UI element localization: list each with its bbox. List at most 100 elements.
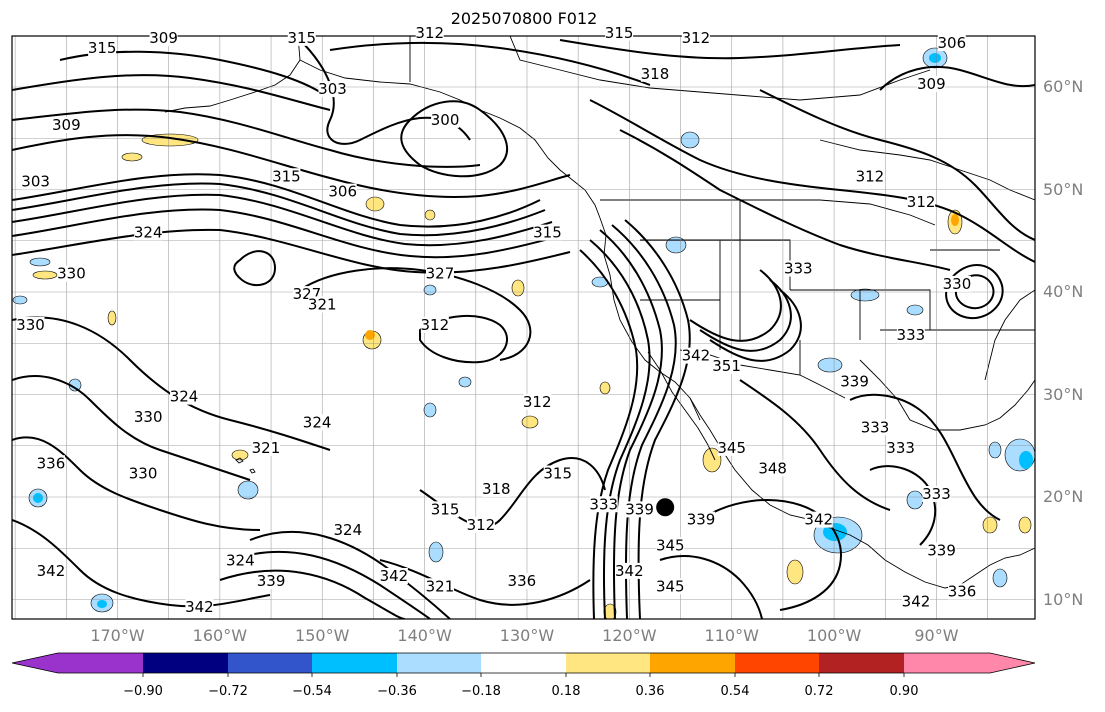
colorbar-segment bbox=[397, 653, 481, 673]
contour-label-background bbox=[687, 511, 716, 528]
latitude-label: 40°N bbox=[1043, 282, 1084, 301]
contour-label: 315 bbox=[533, 224, 562, 242]
contour-label: 327 bbox=[426, 265, 455, 283]
contour bbox=[759, 89, 1035, 241]
contour-label-background bbox=[543, 465, 572, 482]
contour bbox=[709, 289, 802, 362]
contour bbox=[219, 569, 406, 619]
shaded-patches bbox=[12, 47, 1035, 619]
colorbar-extend-low bbox=[12, 653, 58, 673]
coastline-alaska bbox=[164, 36, 601, 219]
contour-label-background bbox=[425, 265, 454, 282]
contour-label: 351 bbox=[712, 357, 741, 375]
contour-label: 318 bbox=[482, 480, 511, 498]
map-frame bbox=[11, 35, 1036, 620]
patch bbox=[121, 152, 143, 162]
contour-label-background bbox=[16, 316, 45, 333]
contour-label: 309 bbox=[917, 75, 946, 93]
contour-label: 306 bbox=[328, 183, 357, 201]
map-background bbox=[12, 36, 1035, 619]
contour-label: 315 bbox=[605, 24, 634, 42]
contour-label: 312 bbox=[467, 516, 496, 534]
contour bbox=[12, 193, 553, 247]
contour-label-background bbox=[861, 419, 890, 436]
contour-label: 324 bbox=[303, 413, 332, 431]
colorbar-tick-label: 0.18 bbox=[551, 684, 581, 699]
contour-label: 345 bbox=[656, 536, 685, 554]
contour-label: 336 bbox=[508, 572, 537, 590]
longitude-label: 160°W bbox=[192, 626, 248, 645]
patch bbox=[521, 415, 539, 429]
contour-label: 342 bbox=[902, 593, 931, 611]
contour-label: 312 bbox=[415, 24, 444, 42]
contour-label-background bbox=[533, 224, 562, 241]
contour-label: 324 bbox=[134, 224, 163, 242]
contour-label: 342 bbox=[682, 347, 711, 365]
contour-label-background bbox=[431, 111, 460, 128]
patch bbox=[992, 568, 1008, 588]
contour-label-background bbox=[466, 516, 495, 533]
contour-label: 330 bbox=[134, 408, 163, 426]
contour-label: 333 bbox=[784, 260, 813, 278]
longitude-label: 100°W bbox=[806, 626, 862, 645]
coastlines bbox=[164, 36, 1035, 589]
contour-label-background bbox=[129, 465, 158, 482]
contour-label: 321 bbox=[252, 439, 281, 457]
colorbar-tick-label: 0.36 bbox=[635, 684, 665, 699]
contour bbox=[619, 129, 951, 271]
contour-label-background bbox=[425, 578, 454, 595]
latitude-label: 30°N bbox=[1043, 384, 1084, 404]
contour bbox=[659, 555, 763, 619]
contour-label: 324 bbox=[226, 552, 255, 570]
contour-label: 342 bbox=[380, 567, 409, 585]
contour-label-background bbox=[840, 373, 869, 390]
patch bbox=[786, 559, 804, 585]
colorbar-outline bbox=[11, 652, 1036, 674]
contour-label: 333 bbox=[861, 418, 890, 436]
contour-label-background bbox=[170, 388, 199, 405]
longitude-label: 170°W bbox=[90, 626, 145, 645]
patch bbox=[951, 214, 959, 226]
patch bbox=[817, 357, 843, 373]
contour-label-background bbox=[420, 316, 449, 333]
contour-label-background bbox=[605, 24, 634, 41]
contour-labels: 315 309 315 312 315 312 318 309 306 303 300 309 303 3… bbox=[16, 24, 976, 616]
contour-label: 342 bbox=[615, 562, 644, 580]
patch bbox=[599, 381, 611, 395]
colorbar-segment bbox=[735, 653, 819, 673]
contour-label: 312 bbox=[523, 393, 552, 411]
contour-label-background bbox=[855, 168, 884, 185]
contour bbox=[739, 379, 891, 511]
contour-label-background bbox=[57, 265, 86, 282]
contour-label-background bbox=[907, 193, 936, 210]
contour bbox=[329, 41, 651, 86]
contour-label-background bbox=[251, 439, 280, 456]
contour-label: 300 bbox=[431, 111, 460, 129]
contour bbox=[12, 182, 546, 237]
contour bbox=[589, 239, 651, 619]
patch bbox=[906, 490, 924, 510]
contour-label: 330 bbox=[16, 316, 45, 334]
contour-label: 309 bbox=[52, 116, 81, 134]
contour-label: 324 bbox=[334, 521, 363, 539]
contour-label: 342 bbox=[185, 598, 214, 616]
patch bbox=[97, 600, 107, 608]
contour-label: 339 bbox=[840, 372, 869, 390]
colorbar-tick-label: −0.36 bbox=[377, 684, 417, 699]
contour-label: 330 bbox=[57, 265, 86, 283]
contour-label-background bbox=[758, 460, 787, 477]
contour-label-background bbox=[88, 40, 117, 57]
contour-label-background bbox=[185, 598, 214, 615]
contour-label: 309 bbox=[149, 29, 178, 47]
contour-label-background bbox=[507, 573, 536, 590]
contour bbox=[249, 531, 451, 619]
latitude-label: 50°N bbox=[1043, 179, 1084, 199]
colorbar-tick-label: 0.90 bbox=[889, 684, 919, 699]
contour-label-background bbox=[625, 501, 654, 518]
contour-label: 333 bbox=[886, 439, 915, 457]
contour-label-background bbox=[272, 168, 301, 185]
coastline-hudson bbox=[819, 139, 1035, 201]
contour bbox=[849, 393, 1001, 521]
contour-label: 345 bbox=[717, 439, 746, 457]
patch bbox=[365, 196, 385, 212]
